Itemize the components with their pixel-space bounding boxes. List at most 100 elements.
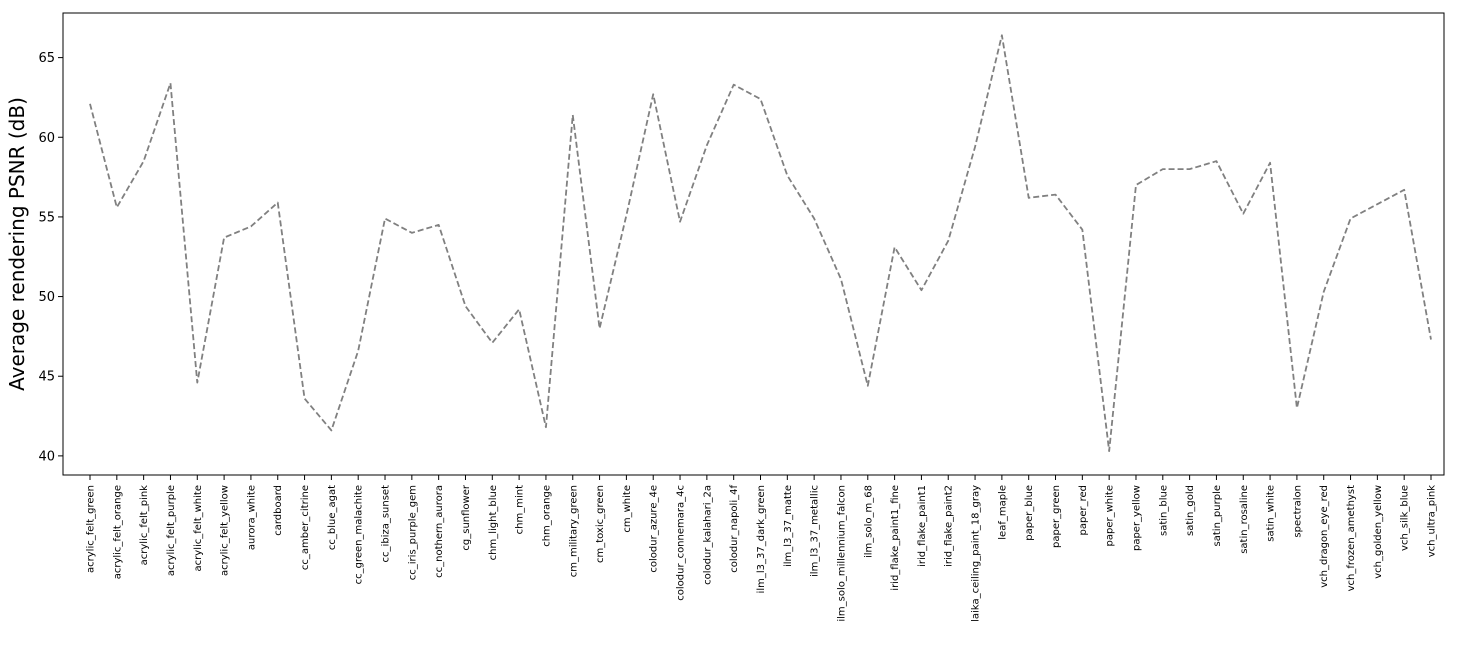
y-tick-label: 55 [38,210,55,225]
data-point [1134,183,1138,187]
x-tick-label: cc_ibiza_sunset [381,485,392,563]
data-point [759,97,763,101]
data-point [168,81,172,85]
data-point [705,143,709,147]
x-tick-label: irid_flake_paint1_fine [890,485,901,591]
x-tick-label: ilm_solo_m_68 [863,485,874,558]
data-point [785,173,789,177]
x-tick-label: cc_iris_purple_gem [407,485,418,580]
x-tick-label: satin_rosaline [1239,485,1250,554]
x-tick-label: cg_sunflower [461,484,472,550]
data-point [463,304,467,308]
plot-area [63,13,1444,475]
data-point [1268,161,1272,165]
x-tick-label: satin_white [1266,485,1277,542]
data-point [437,223,441,227]
y-tick-label: 50 [38,290,55,305]
x-tick-label: acrylic_felt_pink [139,485,150,566]
data-point [866,384,870,388]
data-point [222,236,226,240]
y-tick-label: 45 [38,370,55,385]
data-point [1000,33,1004,37]
data-point [732,83,736,87]
x-tick-label: satin_purple [1212,485,1223,546]
x-tick-label: paper_red [1078,485,1089,535]
data-point [1349,217,1353,221]
data-point [946,239,950,243]
data-point [1107,449,1111,453]
data-point [919,288,923,292]
x-tick-label: acrylic_felt_white [193,485,204,571]
x-tick-label: cm_white [622,485,633,533]
x-tick-label: vch_ultra_pink [1427,485,1438,557]
x-tick-label: chm_mint [515,485,526,534]
x-tick-label: cc_nothern_aurora [434,485,445,578]
data-point [1080,228,1084,232]
x-tick-label: colodur_kalahari_2a [702,485,713,585]
data-point [1295,406,1299,410]
x-tick-label: cardboard [273,485,284,536]
x-tick-label: acrylic_felt_purple [166,485,177,576]
data-point [383,217,387,221]
data-point [651,92,655,96]
x-tick-label: satin_gold [1185,485,1196,536]
x-tick-label: ilm_solo_millennium_falcon [836,485,847,622]
data-point [893,245,897,249]
x-tick-label: cm_military_green [568,485,579,577]
x-tick-label: ilm_l3_37_matte [783,485,794,567]
data-point [1214,159,1218,163]
data-point [839,277,843,281]
x-tick-label: paper_green [1051,485,1062,548]
data-point [303,397,307,401]
data-point [249,224,253,228]
data-point [812,217,816,221]
data-point [490,341,494,345]
x-tick-label: satin_blue [1158,485,1169,536]
x-tick-label: colodur_azure_4e [649,485,660,573]
x-tick-label: colodur_connemara_4c [676,485,687,601]
x-tick-label: paper_yellow [1131,485,1142,551]
y-tick-label: 60 [38,131,55,146]
data-point [1161,167,1165,171]
y-tick-label: 65 [38,51,55,66]
x-tick-label: acrylic_felt_orange [112,485,123,579]
data-point [973,145,977,149]
x-tick-label: chm_orange [541,485,552,547]
data-point [598,326,602,330]
x-tick-label: vch_frozen_amethyst [1346,485,1357,591]
data-point [678,220,682,224]
x-tick-label: spectralon [1292,485,1303,538]
x-tick-label: ilm_l3_37_dark_green [756,485,767,593]
data-point [1322,290,1326,294]
data-point [1054,193,1058,197]
data-point [276,201,280,205]
x-tick-label: acrylic_felt_green [86,485,97,573]
data-point [1188,167,1192,171]
y-tick-label: 40 [38,449,55,464]
data-point [356,349,360,353]
x-tick-label: cc_green_malachite [354,485,365,584]
x-tick-label: vch_silk_blue [1400,485,1411,551]
x-tick-label: irid_flake_paint1 [917,485,928,567]
x-tick-label: laika_ceiling_paint_18_gray [971,485,982,622]
data-point [195,381,199,385]
data-point [142,159,146,163]
x-tick-label: aurora_white [246,485,257,550]
x-tick-label: vch_golden_yellow [1373,485,1384,579]
x-tick-label: colodur_napoli_4f [729,485,740,573]
y-axis-label: Average rendering PSNR (dB) [5,97,29,391]
data-point [1027,196,1031,200]
x-tick-label: cc_blue_agat [327,485,338,550]
x-tick-label: vch_dragon_eye_red [1319,485,1330,588]
data-point [1375,202,1379,206]
x-tick-label: irid_flake_paint2 [944,485,955,567]
data-point [571,113,575,117]
x-tick-label: cm_toxic_green [595,485,606,563]
x-tick-label: leaf_maple [997,485,1008,540]
data-point [115,205,119,209]
data-point [410,231,414,235]
data-point [1402,188,1406,192]
series-line [89,34,1432,453]
